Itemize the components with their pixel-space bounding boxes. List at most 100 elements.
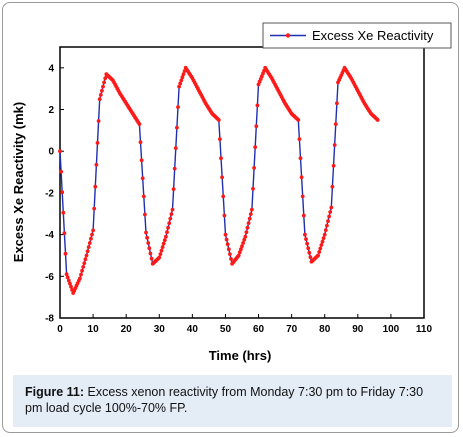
data-point-marker — [180, 75, 185, 80]
data-point-marker — [164, 234, 168, 239]
legend-marker-sample — [285, 33, 291, 38]
y-tick-label: -2 — [45, 188, 54, 199]
data-point-marker — [218, 137, 222, 142]
data-point-marker — [145, 235, 150, 240]
data-point-marker — [144, 230, 148, 235]
data-point-marker — [137, 122, 142, 126]
x-tick-label: 100 — [383, 324, 400, 335]
data-point-marker — [298, 156, 303, 161]
data-point-marker — [157, 255, 162, 260]
data-point-marker — [165, 230, 169, 235]
data-point-marker — [375, 118, 380, 122]
data-point-marker — [95, 141, 100, 145]
caption-label: Figure 11: — [25, 385, 85, 399]
x-tick-label: 110 — [416, 324, 433, 335]
data-point-marker — [138, 140, 143, 145]
data-point-marker — [143, 212, 147, 217]
data-point-marker — [236, 253, 241, 258]
data-point-marker — [102, 80, 106, 85]
x-tick-label: 30 — [154, 324, 166, 335]
data-point-marker — [321, 236, 326, 241]
data-point-marker — [251, 186, 255, 191]
x-tick-label: 50 — [220, 324, 232, 335]
data-point-marker — [219, 156, 223, 161]
data-point-marker — [81, 265, 86, 269]
data-point-marker — [254, 124, 259, 129]
data-point-marker — [84, 253, 89, 258]
data-point-marker — [78, 276, 82, 281]
x-tick-label: 70 — [286, 324, 298, 335]
data-point-marker — [149, 256, 154, 261]
y-tick-label: 0 — [48, 147, 54, 158]
y-tick-label: 2 — [48, 105, 54, 116]
data-point-marker — [253, 145, 258, 150]
data-point-marker — [300, 194, 305, 199]
data-point-marker — [221, 194, 226, 199]
data-point-marker — [101, 84, 105, 89]
y-axis-title: Excess Xe Reactivity (mk) — [11, 102, 26, 262]
data-point-marker — [147, 246, 152, 251]
data-point-marker — [250, 207, 254, 212]
data-point-marker — [60, 190, 65, 195]
data-point-marker — [176, 105, 180, 109]
data-point-marker — [224, 237, 229, 242]
data-point-marker — [169, 212, 174, 217]
data-point-marker — [329, 205, 334, 210]
data-point-marker — [86, 245, 91, 250]
data-point-marker — [318, 246, 323, 251]
data-point-marker — [330, 184, 335, 189]
x-tick-label: 40 — [187, 324, 199, 335]
data-point-marker — [255, 103, 260, 108]
y-tick-label: -6 — [45, 272, 54, 283]
data-point-marker — [177, 84, 182, 89]
data-point-marker — [229, 257, 233, 261]
data-point-marker — [161, 241, 166, 246]
data-point-marker — [171, 187, 176, 192]
data-point-marker — [167, 221, 172, 226]
x-axis-title: Time (hrs) — [209, 348, 272, 363]
data-point-marker — [179, 78, 184, 83]
data-point-marker — [316, 253, 320, 258]
data-point-marker — [181, 72, 186, 76]
data-point-marker — [306, 246, 311, 251]
data-point-marker — [98, 93, 103, 97]
data-point-marker — [297, 137, 302, 142]
data-point-marker — [80, 268, 84, 273]
chart: 0 10 20 30 40 50 60 70 80 90 100 110 -8 -6 -4 -2 0 2 4 Tim… — [11, 22, 452, 363]
x-tick-label: 90 — [352, 324, 364, 335]
data-point-marker — [246, 221, 251, 226]
data-point-marker — [319, 243, 324, 247]
data-point-marker — [89, 236, 93, 241]
data-point-marker — [178, 81, 183, 86]
data-point-marker — [245, 225, 250, 230]
data-point-marker — [308, 255, 313, 260]
data-point-marker — [175, 125, 179, 130]
legend: Excess Xe Reactivity — [262, 22, 452, 49]
data-point-marker — [296, 118, 301, 122]
data-point-marker — [248, 212, 253, 217]
y-tick-label: -4 — [45, 230, 54, 241]
data-point-marker — [240, 244, 244, 249]
data-point-marker — [140, 176, 145, 181]
data-point-marker — [58, 149, 62, 154]
data-point-marker — [225, 242, 230, 247]
data-point-marker — [220, 175, 225, 180]
figure-caption: Figure 11: Excess xenon reactivity from … — [13, 375, 452, 427]
data-point-marker — [168, 216, 173, 221]
data-point-marker — [216, 118, 221, 122]
data-point-marker — [237, 250, 242, 255]
data-point-marker — [91, 228, 95, 233]
data-point-marker — [323, 228, 328, 233]
data-point-marker — [325, 223, 329, 228]
data-point-marker — [223, 232, 228, 237]
data-point-marker — [79, 272, 83, 277]
data-point-marker — [335, 101, 339, 106]
plot-area — [59, 46, 425, 319]
data-point-marker — [304, 237, 308, 242]
data-point-marker — [252, 166, 256, 170]
data-point-marker — [226, 247, 231, 252]
data-point-marker — [141, 194, 146, 199]
data-point-marker — [317, 250, 322, 254]
data-point-marker — [64, 272, 69, 277]
data-point-marker — [299, 175, 304, 180]
